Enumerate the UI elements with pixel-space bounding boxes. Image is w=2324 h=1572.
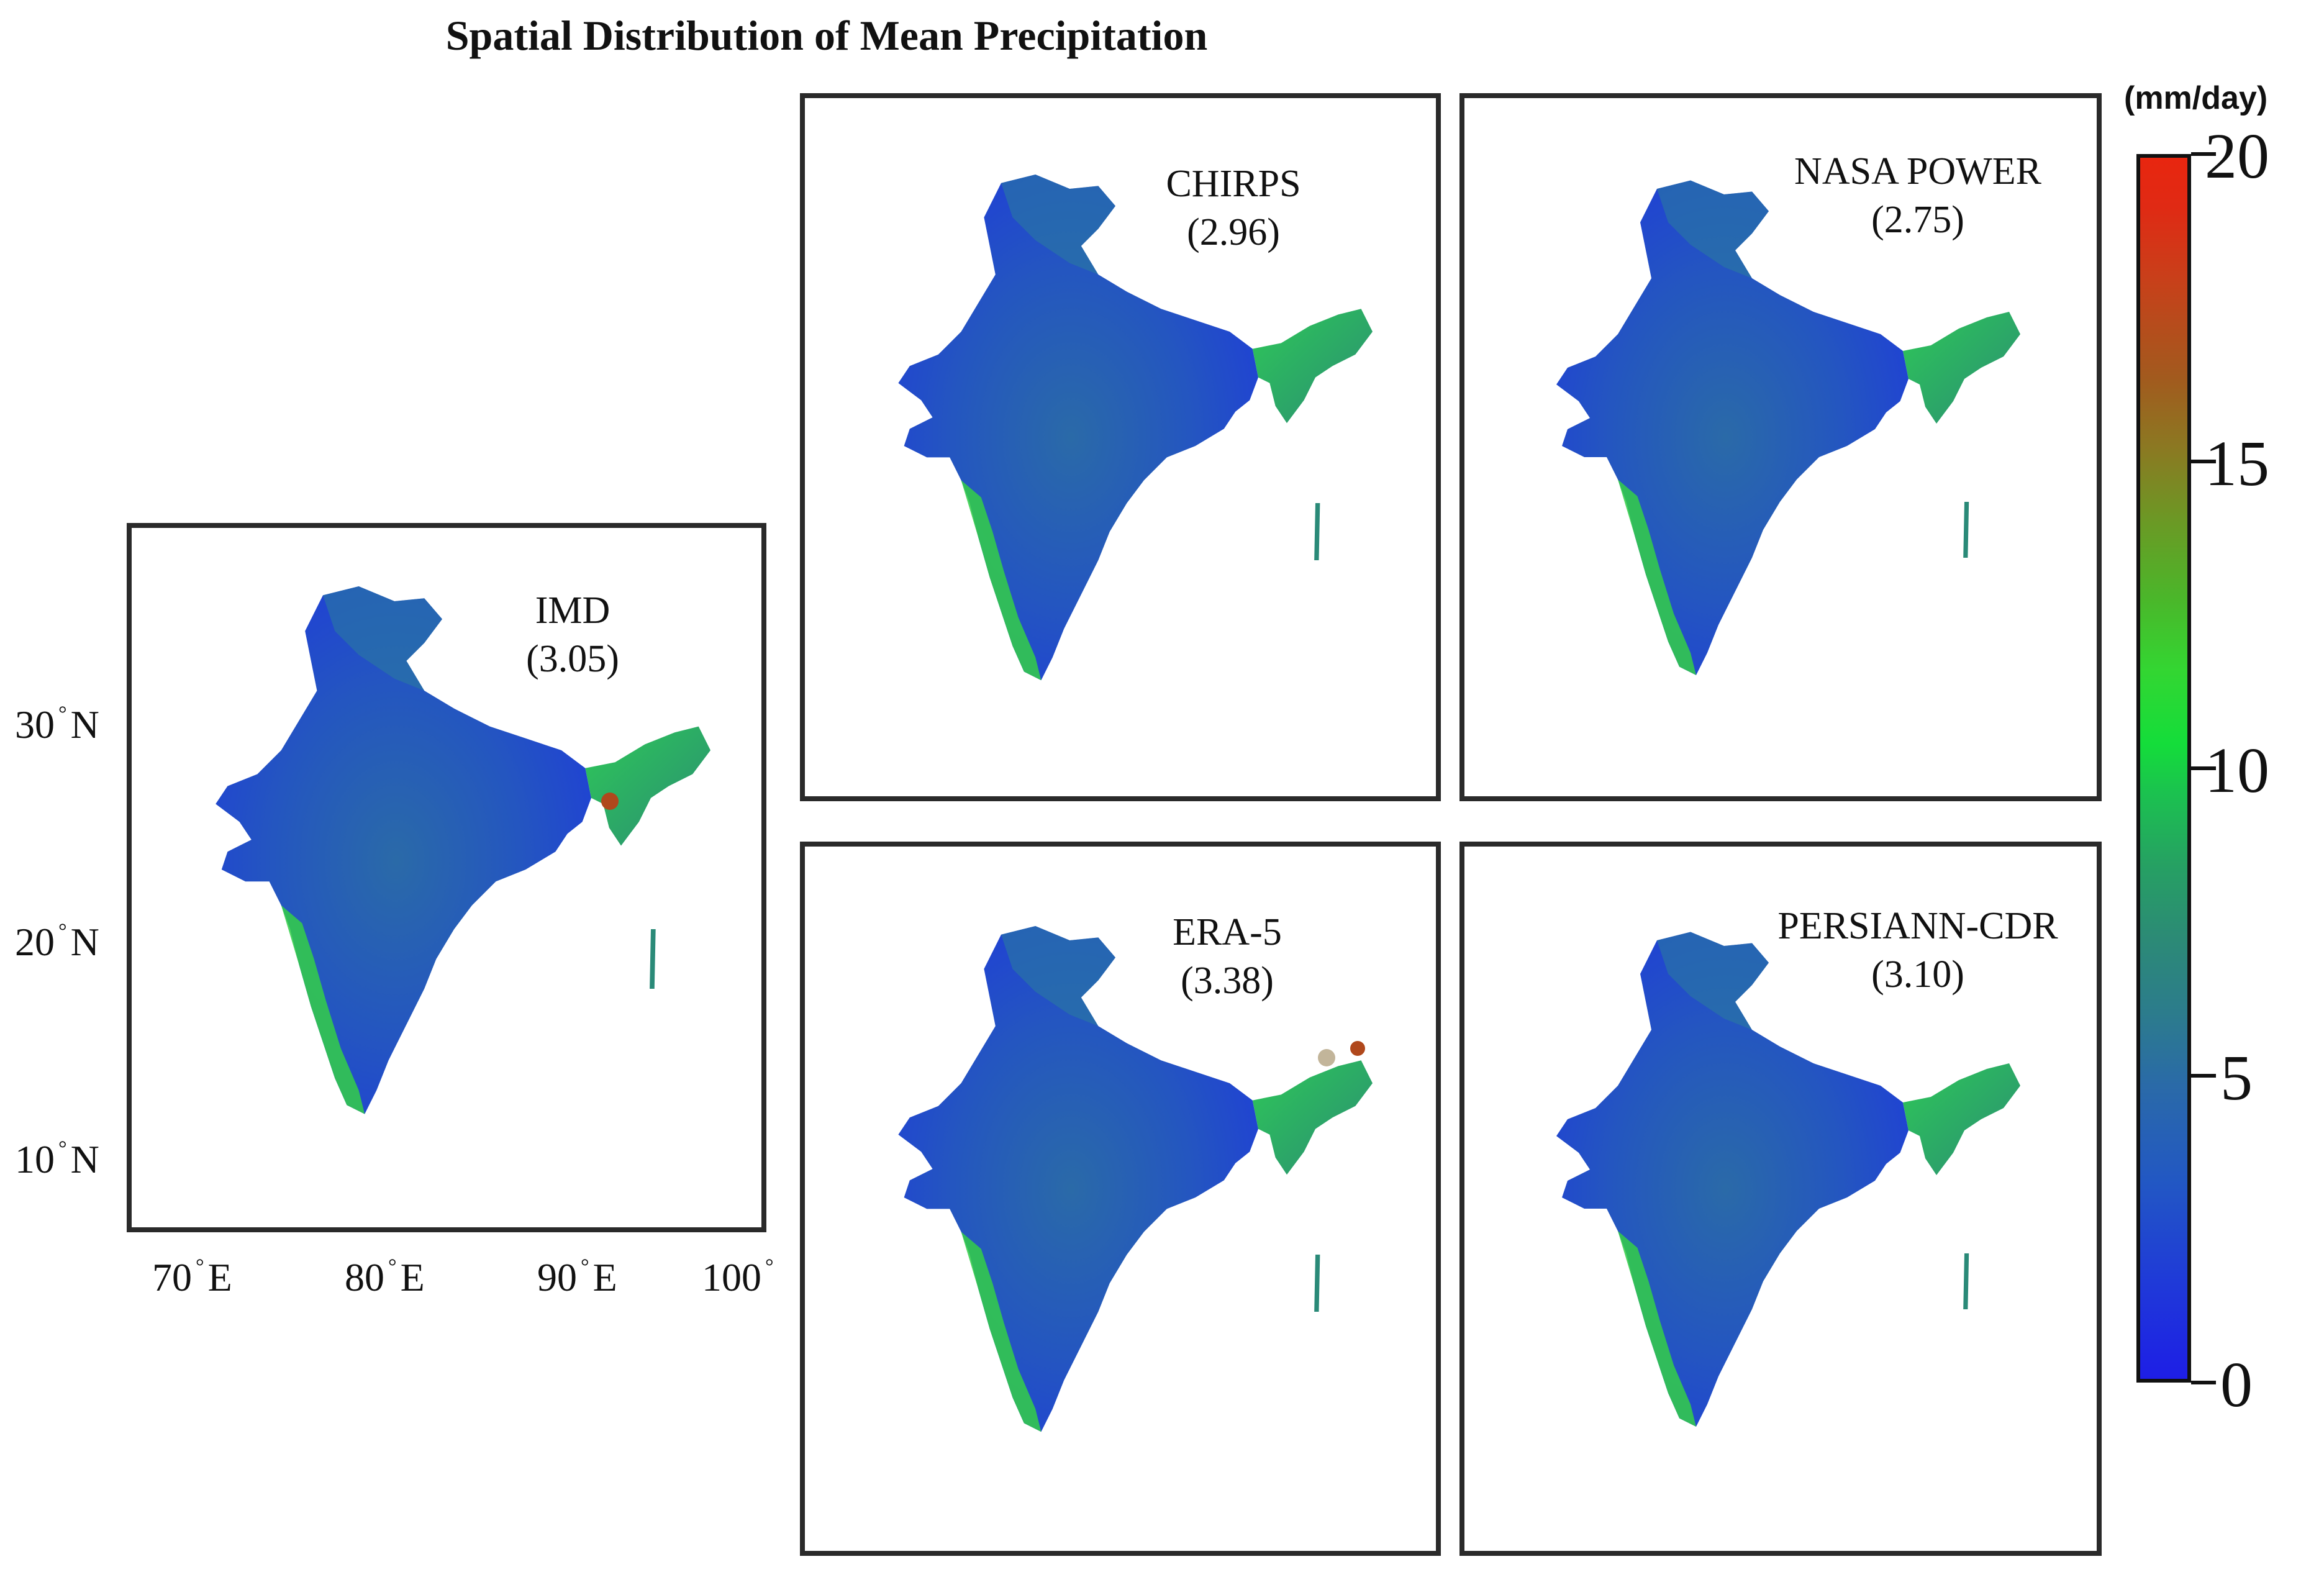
- india-map-era5: [898, 926, 1373, 1432]
- colorbar-label-10: 10: [2205, 735, 2269, 806]
- panel-label-era5: ERA-5 (3.38): [1134, 909, 1320, 1005]
- map-panel-imd: IMD (3.05): [127, 523, 766, 1232]
- colorbar-tick-10: [2191, 766, 2216, 770]
- dataset-name: ERA-5: [1173, 911, 1282, 953]
- figure-title: Spatial Distribution of Mean Precipitati…: [445, 12, 1208, 59]
- colorbar-tick-15: [2191, 460, 2216, 463]
- map-panel-era5: ERA-5 (3.38): [800, 842, 1441, 1556]
- colorbar-unit: (mm/day): [2124, 80, 2268, 116]
- map-panel-chirps: CHIRPS (2.96): [800, 93, 1441, 801]
- colorbar: [2136, 154, 2191, 1383]
- lon-tick-70e: 70 °E: [152, 1255, 232, 1299]
- panel-label-chirps: CHIRPS (2.96): [1128, 160, 1339, 257]
- colorbar-label-15: 15: [2205, 428, 2269, 499]
- dataset-name: IMD: [535, 589, 611, 632]
- map-panel-nasa-power: NASA POWER (2.75): [1459, 93, 2102, 801]
- india-map-imd: [216, 586, 710, 1114]
- high-precip-hotspot: [1318, 1049, 1335, 1066]
- panel-label-persiann-cdr: PERSIANN-CDR (3.10): [1756, 902, 2079, 999]
- lat-tick-30n: 30 °N: [15, 702, 99, 747]
- dataset-name: PERSIANN-CDR: [1777, 905, 2058, 947]
- high-precip-hotspot: [1350, 1041, 1365, 1056]
- colorbar-tick-20: [2191, 152, 2216, 156]
- panel-label-imd: IMD (3.05): [479, 587, 666, 683]
- colorbar-label-5: 5: [2220, 1042, 2253, 1114]
- colorbar-label-0: 0: [2220, 1349, 2253, 1420]
- panel-label-nasa-power: NASA POWER (2.75): [1775, 148, 2061, 244]
- dataset-mean: (3.10): [1871, 953, 1964, 996]
- lon-tick-90e: 90 °E: [537, 1255, 617, 1299]
- dataset-name: NASA POWER: [1794, 150, 2041, 193]
- lon-tick-80e: 80 °E: [345, 1255, 425, 1299]
- dataset-mean: (3.38): [1181, 959, 1274, 1002]
- colorbar-tick-0: [2191, 1381, 2216, 1384]
- dataset-name: CHIRPS: [1166, 163, 1301, 205]
- dataset-mean: (3.05): [526, 637, 619, 680]
- lon-tick-100: 100 °: [702, 1255, 774, 1299]
- lat-tick-10n: 10 °N: [15, 1137, 99, 1181]
- lat-tick-20n: 20 °N: [15, 920, 99, 964]
- dataset-mean: (2.96): [1187, 211, 1280, 253]
- colorbar-tick-5: [2191, 1074, 2216, 1078]
- india-map-chirps: [898, 175, 1373, 681]
- map-panel-persiann-cdr: PERSIANN-CDR (3.10): [1459, 842, 2102, 1556]
- dataset-mean: (2.75): [1871, 198, 1964, 241]
- high-precip-hotspot: [601, 793, 619, 810]
- colorbar-label-20: 20: [2205, 120, 2269, 192]
